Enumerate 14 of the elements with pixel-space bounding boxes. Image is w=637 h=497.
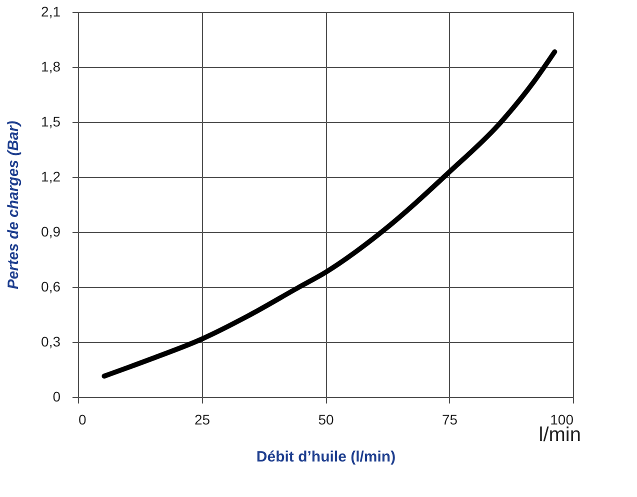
y-tick-label: 0,9 [41, 224, 61, 240]
x-tick-label: 0 [78, 412, 86, 428]
y-tick-label: 0 [52, 388, 61, 404]
y-tick-label: 1,8 [41, 58, 61, 74]
y-tick-label: 0,6 [41, 278, 61, 294]
y-tick-label: 1,5 [41, 114, 61, 130]
y-axis-title: Pertes de charges (Bar) [5, 120, 22, 290]
x-tick-label: 75 [442, 412, 458, 428]
y-tick-label: 0,3 [41, 334, 61, 350]
y-tick-label: 1,2 [41, 168, 61, 184]
y-tick-label: 2,1 [41, 4, 61, 20]
x-axis-title: Débit d’huile (l/min) [256, 448, 396, 466]
x-tick-label: 50 [318, 412, 334, 428]
x-tick-label: 25 [194, 412, 210, 428]
